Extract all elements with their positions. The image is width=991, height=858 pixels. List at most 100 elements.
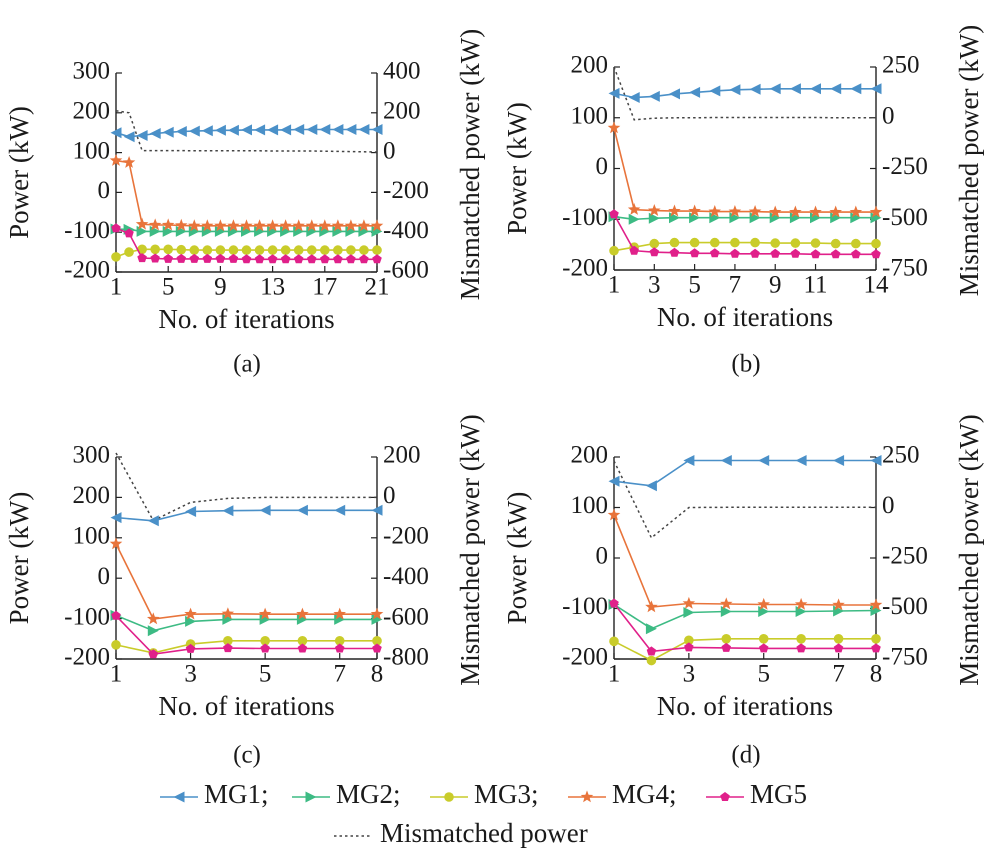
x-tick-label: 9 [769,272,782,299]
y2-tick-label: -400 [383,217,429,244]
data-point-mg1 [319,124,331,135]
y-axis-title: Power (kW) [4,106,34,239]
y-tick-label: 300 [73,58,111,85]
data-point-mg4 [279,219,292,232]
data-point-mg3 [796,634,806,644]
chart-panels: 1 5 9 13 17 21-200-1000100200300-600-400-2000… [4,25,984,769]
data-point-mg3 [770,238,781,248]
data-point-mg4 [720,597,733,610]
data-point-mg5 [629,245,639,255]
legend-marker [173,791,185,803]
x-tick-label: 1 [110,661,123,688]
data-point-mg2 [628,213,640,225]
series-line-mg4 [613,127,876,213]
panel-label: (b) [731,351,760,378]
data-point-mg3 [111,640,121,650]
data-point-mg3 [111,252,121,262]
data-point-mg4 [175,218,188,231]
data-point-mg4 [849,205,863,218]
y2-tick-label: -750 [882,644,928,671]
data-point-mg1 [123,131,135,143]
x-tick-label: 14 [864,272,890,299]
data-point-mg5 [871,249,881,259]
data-point-mg5 [721,642,731,652]
series-line-mg3 [115,639,377,654]
data-point-mg3 [372,245,382,255]
y-axis-title: Power (kW) [502,492,532,625]
data-point-mg4 [253,219,266,232]
data-point-mg4 [148,218,162,231]
data-point-mg5 [833,643,844,653]
data-point-mg1 [683,455,695,466]
y2-tick-label: 0 [383,137,396,164]
data-point-mg5 [228,253,239,263]
data-point-mg3 [871,238,881,249]
x-axis-title: No. of iterations [158,691,334,721]
y-tick-label: -200 [64,257,110,284]
data-point-mg3 [646,655,657,666]
data-point-mg4 [370,219,384,232]
data-point-mg5 [150,253,160,263]
data-point-mg3 [684,635,694,646]
data-point-mg3 [137,244,147,255]
data-point-mg3 [359,245,369,255]
chart-panel-b: 1 3 5 7 9 11 14 -200 -100 0 100 200 -750 -500 -250 0 250… [502,25,984,378]
series-line-mg4 [115,543,377,620]
series-line-mg2 [613,603,877,630]
data-point-mg4 [292,219,305,232]
series-mg4 [607,121,883,218]
data-point-mg3 [709,237,720,248]
legend-label: Mismatched power [380,818,588,848]
data-point-mg4 [607,508,621,521]
data-point-mg4 [682,596,696,609]
data-point-mg4 [688,204,701,217]
x-tick-label: 13 [260,274,285,301]
legend-label: MG5 [750,779,807,809]
y2-axis-title: Mismatched power (kW) [455,414,485,685]
data-point-mg5 [185,643,196,653]
y-tick-label: 200 [73,98,111,125]
data-point-mg5 [730,248,740,258]
data-point-mg3 [669,237,680,248]
data-point-mg1 [689,86,701,98]
mismatch-line [613,66,876,121]
data-point-mg1 [293,124,305,135]
series-mg5 [609,209,881,259]
series-mg3 [609,634,881,666]
x-axis-title: No. of iterations [158,304,334,334]
data-point-mg4 [832,598,845,611]
legend-item-mg3: MG3; [430,779,539,809]
data-point-mg5 [710,248,720,258]
legend: MG1; MG2; MG3; MG4; MG5 Mismatched power [160,779,807,848]
y-tick-label: 200 [571,52,609,79]
data-point-mg1 [259,504,271,516]
y2-axis-title: Mismatched power (kW) [954,25,984,296]
data-point-mg1 [306,124,318,135]
series-line-mg1 [613,459,876,487]
legend-item-mg5: MG5 [706,779,807,809]
y-tick-label: 0 [98,563,111,590]
data-point-mg5 [124,228,134,238]
series-line-mg5 [613,603,876,653]
data-point-mg1 [729,84,741,96]
data-point-mg3 [163,244,173,255]
y-tick-label: 100 [571,102,609,129]
data-point-mg5 [689,248,700,258]
data-point-mg4 [161,218,175,231]
data-point-mg4 [214,219,227,232]
data-point-mg4 [344,219,358,232]
series-line-mg4 [115,159,377,227]
data-point-mg3 [372,636,382,646]
data-point-mg3 [124,247,134,257]
y-tick-label: -100 [562,204,608,231]
data-point-mg1 [608,87,620,99]
x-tick-label: 17 [312,274,337,301]
data-point-mg5 [669,247,680,257]
series-mg2 [608,211,882,225]
y-tick-label: -200 [562,644,608,671]
data-point-mg4 [794,597,808,610]
data-point-mg1 [628,92,640,103]
data-point-mg3 [758,634,769,644]
y-tick-label: 0 [98,177,111,204]
series-mg3 [111,244,382,262]
